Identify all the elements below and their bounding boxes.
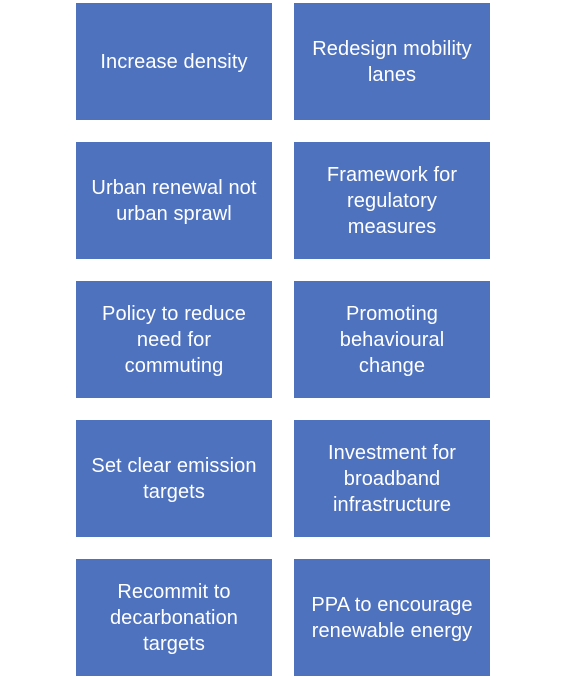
measures-grid: Increase density Redesign mobility lanes… bbox=[76, 3, 490, 676]
box-increase-density: Increase density bbox=[76, 3, 272, 120]
box-label: Redesign mobility lanes bbox=[312, 37, 472, 86]
box-renewable-energy: PPA to encourage renewable energy bbox=[294, 559, 490, 676]
box-label: Urban renewal not urban sprawl bbox=[91, 176, 257, 225]
box-label: Promoting behavioural change bbox=[339, 302, 445, 377]
box-regulatory-framework: Framework for regulatory measures bbox=[294, 142, 490, 259]
box-label: Set clear emission targets bbox=[91, 454, 257, 503]
box-label: Policy to reduce need for commuting bbox=[102, 302, 246, 377]
box-redesign-mobility-lanes: Redesign mobility lanes bbox=[294, 3, 490, 120]
box-broadband-investment: Investment for broadband infrastructure bbox=[294, 420, 490, 537]
box-reduce-commuting: Policy to reduce need for commuting bbox=[76, 281, 272, 398]
box-label: Investment for broadband infrastructure bbox=[327, 441, 457, 516]
box-decarbonation-targets: Recommit to decarbonation targets bbox=[76, 559, 272, 676]
box-emission-targets: Set clear emission targets bbox=[76, 420, 272, 537]
box-label: Framework for regulatory measures bbox=[326, 163, 458, 238]
box-behavioural-change: Promoting behavioural change bbox=[294, 281, 490, 398]
box-label: Increase density bbox=[100, 50, 248, 73]
box-label: Recommit to decarbonation targets bbox=[109, 580, 239, 655]
box-label: PPA to encourage renewable energy bbox=[311, 593, 473, 642]
box-urban-renewal: Urban renewal not urban sprawl bbox=[76, 142, 272, 259]
